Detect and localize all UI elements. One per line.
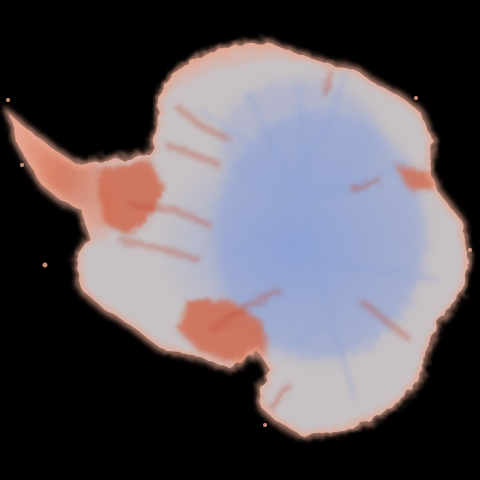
island bbox=[6, 98, 10, 102]
island bbox=[468, 248, 472, 252]
island bbox=[414, 96, 418, 100]
coastline bbox=[3, 39, 472, 439]
ronne-ice-shelf bbox=[98, 160, 165, 235]
plateau-blue-zone bbox=[220, 80, 380, 200]
island bbox=[20, 163, 24, 167]
islands bbox=[6, 96, 472, 427]
coastal-glacier-streams bbox=[119, 69, 412, 412]
ross-ice-shelf bbox=[178, 300, 268, 366]
peninsula-red-zone bbox=[10, 115, 120, 240]
continent bbox=[3, 39, 472, 439]
blue-ridge-lines bbox=[199, 59, 441, 401]
island bbox=[263, 423, 267, 427]
island bbox=[42, 262, 48, 268]
